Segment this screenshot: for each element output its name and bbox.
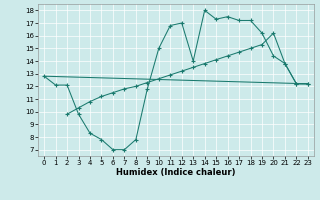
X-axis label: Humidex (Indice chaleur): Humidex (Indice chaleur) <box>116 168 236 177</box>
